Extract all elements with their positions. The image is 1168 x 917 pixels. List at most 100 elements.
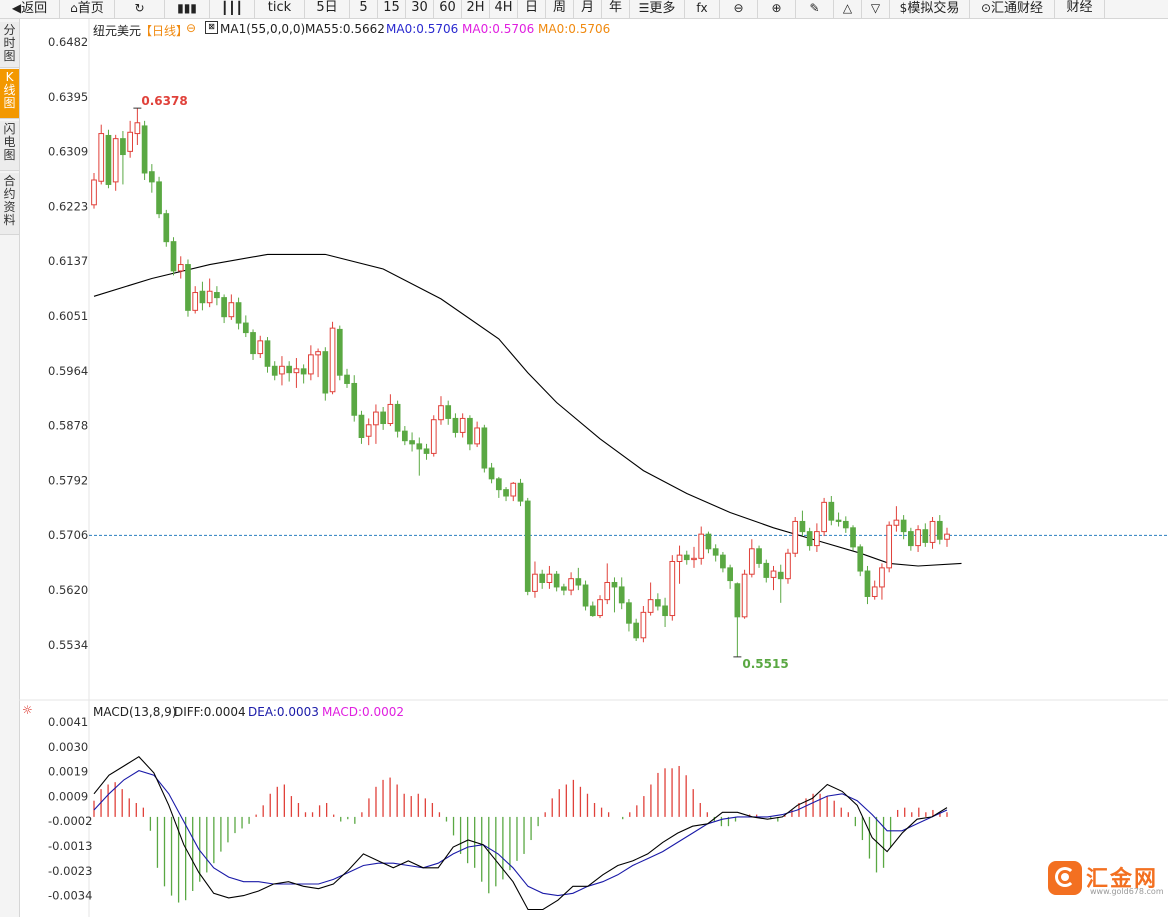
toolbar-button-汇通财经[interactable]: ⊙汇通财经 xyxy=(970,0,1055,18)
price-tick-label: 0.6482 xyxy=(48,35,88,49)
toolbar-button-月[interactable]: 月 xyxy=(574,0,602,18)
candle-body xyxy=(597,599,603,617)
toolbar-button-模拟交易[interactable]: $模拟交易 xyxy=(890,0,970,18)
toolbar-button-返回[interactable]: ◀返回 xyxy=(0,0,60,18)
candle xyxy=(308,345,314,381)
candle xyxy=(611,577,618,613)
toolbar-button-icon-3[interactable]: ▮▮▮ xyxy=(165,0,210,18)
candle-body xyxy=(662,605,668,617)
candle xyxy=(597,595,603,619)
candle-body xyxy=(705,533,712,550)
candle xyxy=(633,618,640,641)
candle-body xyxy=(640,611,647,639)
candle-body xyxy=(474,427,480,445)
toolbar-button-icon-23[interactable]: ▽ xyxy=(862,0,890,18)
candle-body xyxy=(936,520,943,540)
candle-body xyxy=(546,573,553,583)
candle-body xyxy=(322,351,329,394)
price-tick-label: 0.6137 xyxy=(48,254,88,268)
sidebar-tab-3[interactable]: 合约资料 xyxy=(0,173,19,235)
toolbar-button-财经[interactable]: 财经 xyxy=(1055,0,1105,18)
candle xyxy=(206,278,213,308)
toolbar-button-2h[interactable]: 2H xyxy=(462,0,490,18)
toolbar-button-日[interactable]: 日 xyxy=(518,0,546,18)
candle-body xyxy=(720,554,726,569)
sidebar-tab-1[interactable]: K线图 xyxy=(0,69,19,119)
toolbar-button-icon-19[interactable]: ⊖ xyxy=(720,0,758,18)
candle-body xyxy=(850,527,856,548)
candle-body xyxy=(698,533,705,559)
toolbar-button-icon-4[interactable]: ┃┃┃ xyxy=(210,0,255,18)
macd-tick-label: -0.0034 xyxy=(48,889,92,903)
toolbar-label: 5 xyxy=(359,0,368,15)
candle xyxy=(640,606,647,643)
sidebar-tab-0[interactable]: 分时图 xyxy=(0,22,19,68)
macd-value-label: MACD:0.0002 xyxy=(322,705,405,719)
ma-settings-icon[interactable]: ⊠ xyxy=(205,21,218,34)
candle xyxy=(192,286,199,314)
price-tick-label: 0.5620 xyxy=(48,583,88,597)
candle-body xyxy=(871,586,878,597)
candle xyxy=(503,487,509,502)
candle-body xyxy=(929,520,936,543)
macd-settings-icon[interactable]: ☼ xyxy=(22,703,33,717)
toolbar-button-icon-18[interactable]: fx xyxy=(685,0,720,18)
candle-body xyxy=(835,519,842,522)
toolbar-button-5日[interactable]: 5日 xyxy=(305,0,350,18)
candle-body xyxy=(242,322,249,334)
toolbar-button-30[interactable]: 30 xyxy=(406,0,434,18)
candle xyxy=(257,335,264,359)
toolbar-label: 返回 xyxy=(21,1,48,16)
logo: 汇金网 www.gold678.com xyxy=(1048,861,1164,897)
candle xyxy=(936,515,943,545)
candle-body xyxy=(756,548,762,564)
candle xyxy=(806,527,813,551)
dea-line xyxy=(93,770,948,897)
ma1-label: MA1(55,0,0,0) xyxy=(220,22,306,36)
toolbar-button-首页[interactable]: ⌂首页 xyxy=(60,0,115,18)
toolbar-button-icon-20[interactable]: ⊕ xyxy=(758,0,796,18)
toolbar-button-60[interactable]: 60 xyxy=(434,0,462,18)
toolbar-button-icon-2[interactable]: ↻ xyxy=(115,0,165,18)
candle-body xyxy=(438,405,444,421)
sidebar-tab-2[interactable]: 闪电图 xyxy=(0,121,19,171)
toolbar-button-icon-22[interactable]: △ xyxy=(834,0,862,18)
ma0-label-a: MA0:0.5706 xyxy=(386,22,459,36)
candle xyxy=(785,548,791,584)
candle xyxy=(539,569,546,589)
price-tick-label: 0.6051 xyxy=(48,309,88,323)
toolbar-button-4h[interactable]: 4H xyxy=(490,0,518,18)
toolbar-button-更多[interactable]: ☰更多 xyxy=(630,0,685,18)
toolbar-button-15[interactable]: 15 xyxy=(378,0,406,18)
candle xyxy=(141,120,148,180)
candle-body xyxy=(344,374,350,384)
candle-body xyxy=(785,552,791,580)
toolbar-icon-25-icon: ⊙ xyxy=(980,1,992,15)
candle-body xyxy=(676,554,683,563)
candle xyxy=(756,545,762,568)
candle xyxy=(770,565,777,591)
candle xyxy=(676,545,683,584)
candle xyxy=(908,527,914,551)
candle xyxy=(517,478,524,507)
candle-body xyxy=(647,599,654,613)
candle xyxy=(524,497,531,596)
macd-tick-label: -0.0023 xyxy=(48,864,92,878)
toolbar-button-周[interactable]: 周 xyxy=(546,0,574,18)
candle-body xyxy=(488,467,495,480)
toolbar-button-tick[interactable]: tick xyxy=(255,0,305,18)
candle xyxy=(358,410,365,444)
candle xyxy=(546,565,553,589)
toolbar-button-年[interactable]: 年 xyxy=(602,0,630,18)
candle-body xyxy=(611,581,618,588)
candle xyxy=(300,364,307,384)
toolbar-label: 周 xyxy=(552,0,566,15)
candle-body xyxy=(105,134,112,185)
diff-line xyxy=(93,755,948,911)
period-toggle-icon[interactable]: ⊖ xyxy=(186,21,197,35)
toolbar: ◀返回 ⌂首页 ↻ ▮▮▮ ┃┃┃ tick 5日 5 15 30 60 2H 4H 日周月年 ☰更多 fx ⊖… xyxy=(0,0,1168,19)
toolbar-button-5[interactable]: 5 xyxy=(350,0,378,18)
candle-body xyxy=(351,382,358,416)
candle xyxy=(879,563,885,600)
toolbar-button-icon-21[interactable]: ✎ xyxy=(796,0,834,18)
